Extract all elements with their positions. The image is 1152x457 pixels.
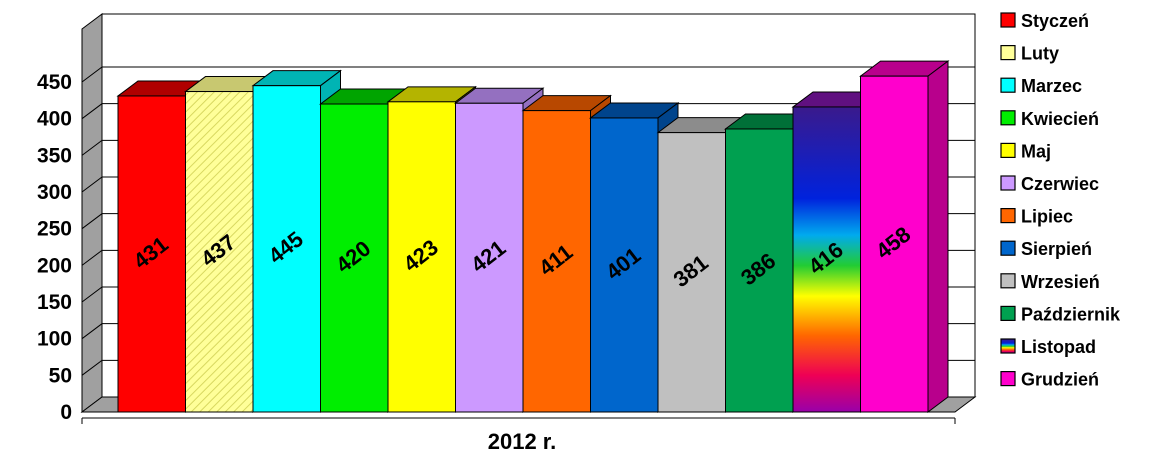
bar-front — [455, 102, 524, 413]
bar-side — [927, 60, 949, 413]
bars-group — [116, 60, 950, 413]
legend-swatch — [1000, 371, 1016, 387]
y-tick-label: 350 — [37, 144, 72, 167]
bar-front — [725, 128, 794, 413]
y-tick-label: 400 — [37, 108, 72, 131]
legend-item: Maj — [1000, 141, 1051, 161]
legend-item: Grudzień — [1000, 370, 1099, 390]
bar-front — [522, 110, 591, 413]
x-axis-label: 2012 r. — [488, 429, 557, 454]
y-axis: 0 50 100 150 200 250 300 350 400 450 — [37, 71, 83, 424]
gridline — [81, 66, 975, 83]
legend-swatch — [1000, 273, 1016, 289]
y-tick-label: 100 — [37, 328, 72, 351]
y-tick-label: 450 — [37, 71, 72, 94]
legend-swatch — [1000, 175, 1016, 191]
bar-front — [117, 95, 186, 413]
legend-item: Kwiecień — [1000, 109, 1099, 129]
legend-swatch — [1000, 44, 1016, 61]
legend-label: Listopad — [1021, 337, 1096, 357]
legend-swatch — [1000, 208, 1016, 224]
y-tick-label: 200 — [37, 254, 72, 277]
legend-label: Lipiec — [1021, 207, 1073, 227]
legend-item: Listopad — [1000, 337, 1096, 357]
legend: Styczeń Luty Marzec Kwiecień Maj Czerwiec Lipi… — [1000, 11, 1121, 390]
legend-label: Styczeń — [1021, 11, 1089, 31]
legend-label: Wrzesień — [1021, 272, 1100, 292]
bar-front — [590, 117, 659, 413]
legend-item: Marzec — [1000, 76, 1082, 96]
bar-12 — [858, 60, 950, 413]
legend-swatch — [1000, 240, 1016, 256]
legend-label: Maj — [1021, 141, 1051, 161]
legend-item: Wrzesień — [1000, 272, 1100, 292]
y-tick-label: 250 — [37, 218, 72, 241]
legend-item: Październik — [1000, 304, 1121, 324]
gridline — [81, 103, 975, 120]
legend-swatch — [1000, 142, 1016, 158]
bar-front — [320, 103, 389, 413]
legend-swatch — [1000, 305, 1016, 321]
legend-item: Styczeń — [1000, 11, 1089, 31]
bar-front — [860, 75, 929, 413]
legend-label: Grudzień — [1021, 370, 1099, 390]
legend-item: Sierpień — [1000, 239, 1092, 259]
y-tick-label: 300 — [37, 181, 72, 204]
legend-swatch — [1000, 338, 1016, 354]
legend-label: Marzec — [1021, 76, 1082, 96]
legend-swatch — [1000, 77, 1016, 93]
y-tick-label: 150 — [37, 291, 72, 314]
bar-front — [657, 132, 726, 413]
legend-swatch — [1000, 12, 1016, 28]
legend-label: Czerwiec — [1021, 174, 1099, 194]
bar-front — [252, 85, 321, 413]
bar-front — [185, 91, 254, 413]
legend-label: Sierpień — [1021, 239, 1092, 259]
legend-label: Luty — [1021, 44, 1059, 64]
y-tick-label: 50 — [49, 364, 72, 387]
legend-swatch — [1000, 110, 1016, 126]
legend-label: Kwiecień — [1021, 109, 1099, 129]
legend-item: Czerwiec — [1000, 174, 1099, 194]
side-wall — [81, 13, 103, 413]
y-tick-label: 0 — [60, 401, 72, 424]
legend-item: Lipiec — [1000, 207, 1073, 227]
legend-item: Luty — [1000, 44, 1059, 64]
bar-front — [792, 106, 861, 413]
legend-label: Październik — [1021, 304, 1121, 324]
